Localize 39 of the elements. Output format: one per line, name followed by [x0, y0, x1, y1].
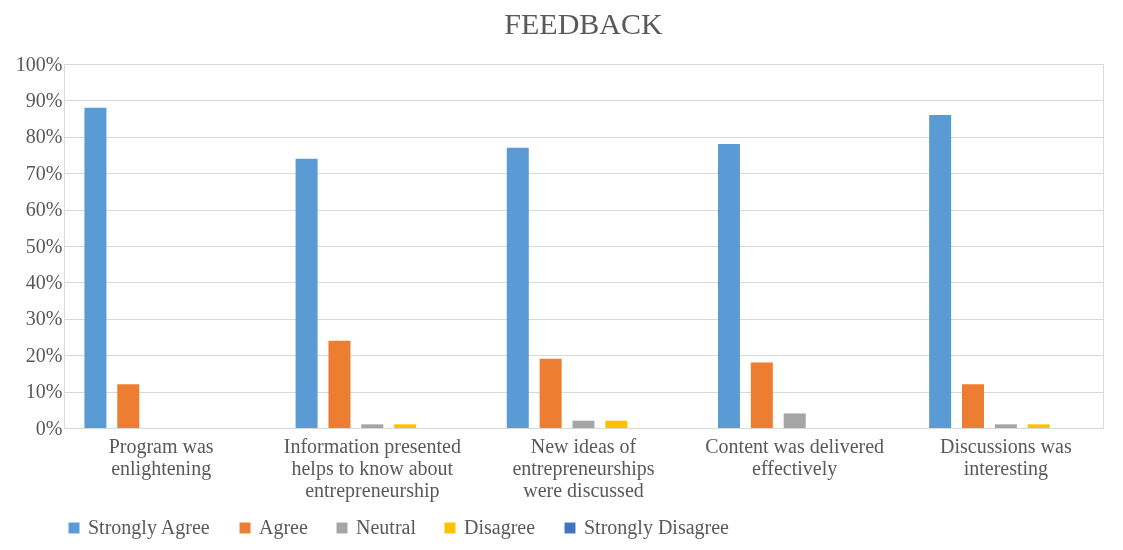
bar [84, 107, 107, 428]
bar [506, 147, 529, 428]
x-tick-label: Content was delivered effectively [705, 434, 885, 480]
legend-label: Neutral [356, 516, 417, 538]
x-tick-label: Discussions was interesting [940, 434, 1072, 480]
bar [783, 413, 806, 428]
legend-label: Agree [259, 516, 308, 539]
bar [717, 144, 740, 428]
bar [929, 114, 952, 428]
bar [295, 158, 318, 428]
bar [328, 340, 351, 428]
bar [572, 420, 595, 428]
bar [394, 424, 417, 428]
legend-label: Strongly Disagree [584, 516, 730, 539]
y-tick-label: 100% [15, 52, 63, 75]
y-tick-label: 50% [25, 234, 63, 257]
x-tick-label: Program was enlightening [108, 434, 214, 480]
y-tick-label: 30% [25, 307, 63, 330]
y-tick-label: 20% [25, 343, 63, 366]
x-tick-label: Information presented helps to know about entrepreneurship [283, 434, 461, 502]
x-tick-label: New ideas of entrepreneurships were discussed [512, 434, 655, 501]
y-tick-label: 60% [25, 198, 63, 221]
bar [605, 420, 628, 428]
bar [361, 424, 384, 428]
y-tick-label: 40% [25, 270, 63, 293]
legend-label: Disagree [464, 516, 536, 539]
bar [117, 384, 140, 428]
y-tick-label: 0% [35, 416, 63, 439]
y-tick-label: 90% [25, 88, 63, 111]
y-tick-label: 70% [25, 161, 63, 184]
bar [1027, 424, 1050, 428]
bar [539, 358, 562, 428]
y-tick-label: 10% [25, 380, 63, 403]
chart-title: FEEDBACK [504, 7, 663, 40]
legend-label: Strongly Agree [88, 516, 210, 539]
bar [994, 424, 1017, 428]
bar [750, 362, 773, 428]
bar [961, 384, 985, 428]
y-tick-label: 80% [25, 125, 63, 148]
